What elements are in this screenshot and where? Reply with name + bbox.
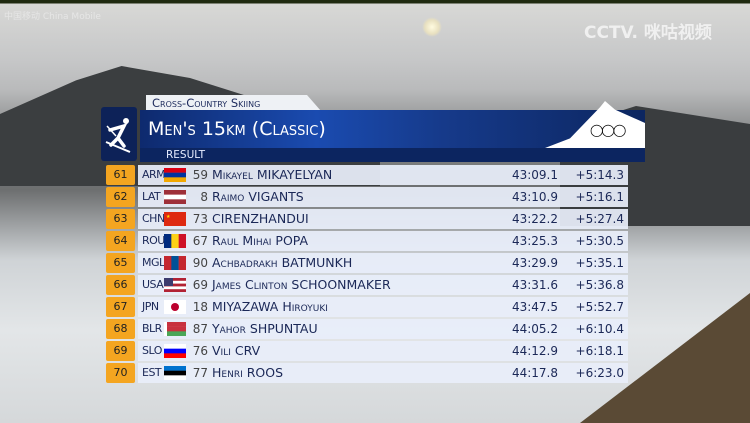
- result-row: 61 ARM 59 Mikayel MIKAYELYAN 43:09.1 +5:…: [106, 165, 628, 185]
- rank-badge: 70: [106, 363, 135, 383]
- athlete-name: Henri ROOS: [212, 365, 284, 380]
- athlete-panel: CHN ★ 73 CIRENZHANDUI 43:22.2 +5:27.4: [138, 209, 628, 229]
- finish-time: 43:25.3: [511, 234, 558, 248]
- bib-number: 67: [192, 234, 208, 248]
- result-row: 68 BLR 87 Yahor SHPUNTAU 44:05.2 +6:10.4: [106, 319, 628, 339]
- rank-badge: 69: [106, 341, 135, 361]
- flag-jpn-icon: [164, 300, 186, 314]
- sun: [422, 17, 442, 37]
- time-behind: +5:36.8: [575, 278, 624, 292]
- athlete-name: Raimo VIGANTS: [212, 189, 304, 204]
- bib-number: 76: [192, 344, 208, 358]
- athlete-panel: ROU 67 Raul Mihai POPA 43:25.3 +5:30.5: [138, 231, 628, 251]
- time-behind: +6:23.0: [575, 366, 624, 380]
- result-row: 69 SLO 76 Vili CRV 44:12.9 +6:18.1: [106, 341, 628, 361]
- result-row: 66 USA 69 James Clinton SCHOONMAKER 43:3…: [106, 275, 628, 295]
- flag-usa-icon: [164, 278, 186, 292]
- noc-code: JPN: [142, 300, 159, 313]
- finish-time: 43:47.5: [511, 300, 558, 314]
- athlete-name: Mikayel MIKAYELYAN: [212, 167, 333, 182]
- svg-text:★: ★: [166, 214, 171, 220]
- bib-number: 59: [192, 168, 208, 182]
- athlete-panel: BLR 87 Yahor SHPUNTAU 44:05.2 +6:10.4: [138, 319, 628, 339]
- bib-number: 69: [192, 278, 208, 292]
- athlete-name: James Clinton SCHOONMAKER: [212, 277, 391, 292]
- olympic-rings-icon: ◯◯◯: [590, 123, 626, 137]
- noc-code: EST: [142, 366, 162, 379]
- finish-time: 43:29.9: [511, 256, 558, 270]
- noc-code: USA: [142, 278, 164, 291]
- noc-code: CHN: [142, 212, 165, 225]
- rank-badge: 63: [106, 209, 135, 229]
- sport-label: Cross-Country Skiing: [146, 95, 321, 111]
- athlete-panel: SLO 76 Vili CRV 44:12.9 +6:18.1: [138, 341, 628, 361]
- athlete-name: CIRENZHANDUI: [212, 211, 309, 226]
- bib-number: 87: [192, 322, 208, 336]
- bib-number: 90: [192, 256, 208, 270]
- athlete-name: Achbadrakh BATMUNKH: [212, 255, 353, 270]
- finish-time: 43:31.6: [511, 278, 558, 292]
- time-behind: +5:52.7: [575, 300, 624, 314]
- athlete-panel: JPN 18 MIYAZAWA Hiroyuki 43:47.5 +5:52.7: [138, 297, 628, 317]
- skier-icon: [101, 107, 137, 161]
- rank-badge: 65: [106, 253, 135, 273]
- finish-time: 43:09.1: [511, 168, 558, 182]
- rank-badge: 68: [106, 319, 135, 339]
- time-behind: +5:16.1: [575, 190, 624, 204]
- athlete-name: Vili CRV: [212, 343, 261, 358]
- event-title: Men's 15km (Classic): [140, 110, 645, 148]
- noc-code: LAT: [142, 190, 161, 203]
- result-row: 63 CHN ★ 73 CIRENZHANDUI 43:22.2 +5:27.4: [106, 209, 628, 229]
- finish-time: 43:10.9: [511, 190, 558, 204]
- finish-time: 44:05.2: [511, 322, 558, 336]
- time-behind: +5:14.3: [575, 168, 624, 182]
- bib-number: 8: [200, 190, 208, 204]
- flag-lat-icon: [164, 190, 186, 204]
- athlete-name: Raul Mihai POPA: [212, 233, 309, 248]
- bib-number: 77: [192, 366, 208, 380]
- finish-time: 43:22.2: [511, 212, 558, 226]
- rank-badge: 67: [106, 297, 135, 317]
- athlete-panel: MGL 90 Achbadrakh BATMUNKH 43:29.9 +5:35…: [138, 253, 628, 273]
- noc-code: SLO: [142, 344, 162, 357]
- rank-badge: 61: [106, 165, 135, 185]
- flag-blr-icon: [164, 322, 186, 336]
- time-behind: +6:10.4: [575, 322, 624, 336]
- athlete-panel: LAT 8 Raimo VIGANTS 43:10.9 +5:16.1: [138, 187, 628, 207]
- rank-badge: 66: [106, 275, 135, 295]
- result-row: 64 ROU 67 Raul Mihai POPA 43:25.3 +5:30.…: [106, 231, 628, 251]
- time-behind: +5:27.4: [575, 212, 624, 226]
- cctv-migu-logo: CCTV. 咪咕视频: [584, 23, 712, 43]
- flag-mgl-icon: [164, 256, 186, 270]
- result-label: RESULT: [140, 148, 645, 162]
- result-row: 65 MGL 90 Achbadrakh BATMUNKH 43:29.9 +5…: [106, 253, 628, 273]
- athlete-panel: USA 69 James Clinton SCHOONMAKER 43:31.6…: [138, 275, 628, 295]
- noc-code: BLR: [142, 322, 162, 335]
- athlete-panel: EST 77 Henri ROOS 44:17.8 +6:23.0: [138, 363, 628, 383]
- athlete-name: Yahor SHPUNTAU: [212, 321, 318, 336]
- flag-chn-icon: ★: [164, 212, 186, 226]
- finish-time: 44:17.8: [511, 366, 558, 380]
- result-row: 70 EST 77 Henri ROOS 44:17.8 +6:23.0: [106, 363, 628, 383]
- flag-est-icon: [164, 366, 186, 380]
- rank-badge: 64: [106, 231, 135, 251]
- athlete-panel: ARM 59 Mikayel MIKAYELYAN 43:09.1 +5:14.…: [138, 165, 628, 185]
- bib-number: 18: [192, 300, 208, 314]
- noc-code: MGL: [142, 256, 165, 269]
- noc-code: ARM: [142, 168, 166, 181]
- result-row: 62 LAT 8 Raimo VIGANTS 43:10.9 +5:16.1: [106, 187, 628, 207]
- time-behind: +5:35.1: [575, 256, 624, 270]
- result-row: 67 JPN 18 MIYAZAWA Hiroyuki 43:47.5 +5:5…: [106, 297, 628, 317]
- bib-number: 73: [192, 212, 208, 226]
- noc-code: ROU: [142, 234, 165, 247]
- flag-slo-icon: [164, 344, 186, 358]
- flag-arm-icon: [164, 168, 186, 182]
- athlete-name: MIYAZAWA Hiroyuki: [212, 299, 328, 314]
- flag-rou-icon: [164, 234, 186, 248]
- china-mobile-logo: 中国移动 China Mobile: [4, 12, 101, 22]
- time-behind: +5:30.5: [575, 234, 624, 248]
- rank-badge: 62: [106, 187, 135, 207]
- finish-time: 44:12.9: [511, 344, 558, 358]
- time-behind: +6:18.1: [575, 344, 624, 358]
